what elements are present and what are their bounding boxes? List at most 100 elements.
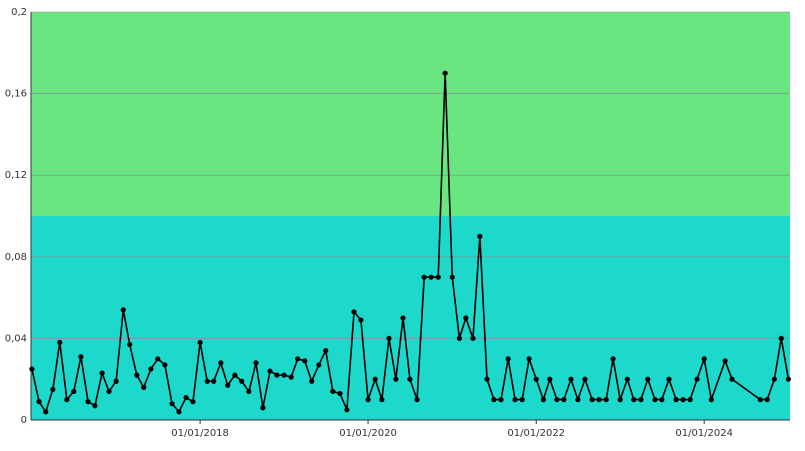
point (477, 233, 483, 239)
point (99, 370, 105, 376)
point (393, 376, 399, 382)
point (155, 356, 161, 362)
point (414, 397, 420, 403)
point (757, 397, 763, 403)
point (673, 397, 679, 403)
x-tick-label: 01/01/2022 (507, 428, 565, 439)
point (211, 378, 217, 384)
point (288, 374, 294, 380)
point (50, 386, 56, 392)
point (344, 407, 350, 413)
point (519, 397, 525, 403)
point (491, 397, 497, 403)
point (141, 384, 147, 390)
point (708, 397, 714, 403)
y-tick-label: 0,16 (5, 89, 27, 100)
point (463, 315, 469, 321)
point (302, 358, 308, 364)
y-tick-label: 0,12 (5, 170, 27, 181)
point (421, 274, 427, 280)
point (281, 372, 287, 378)
band (31, 216, 790, 420)
point (435, 274, 441, 280)
point (589, 397, 595, 403)
point (71, 388, 77, 395)
point (449, 274, 455, 280)
point (330, 388, 336, 395)
point (162, 362, 168, 368)
point (694, 376, 700, 382)
point (379, 397, 385, 403)
point (232, 372, 238, 378)
point (610, 356, 616, 362)
point (701, 356, 707, 362)
point (407, 376, 413, 382)
point (323, 348, 329, 354)
point (169, 401, 175, 407)
point (176, 409, 182, 415)
y-tick-label: 0,08 (5, 252, 27, 263)
band (31, 12, 790, 216)
point (456, 335, 462, 341)
point (561, 397, 567, 403)
point (687, 397, 693, 403)
point (428, 274, 434, 280)
point (218, 360, 224, 366)
point (260, 405, 266, 411)
point (778, 335, 784, 341)
point (197, 339, 203, 346)
point (183, 394, 189, 401)
point (484, 376, 490, 382)
point (148, 366, 154, 372)
point (78, 354, 84, 360)
point (204, 378, 210, 384)
point (246, 388, 252, 395)
point (29, 366, 35, 372)
point (365, 397, 371, 403)
point (722, 358, 728, 364)
point (106, 388, 112, 395)
point (470, 335, 476, 341)
point (645, 376, 651, 382)
point (680, 397, 686, 403)
point (64, 397, 70, 403)
point (729, 376, 735, 382)
x-tick-label: 01/01/2018 (171, 428, 229, 439)
point (512, 397, 518, 403)
point (309, 378, 315, 384)
point (596, 397, 602, 403)
y-tick-label: 0,2 (11, 7, 27, 18)
point (764, 397, 770, 403)
point (92, 403, 98, 409)
point (113, 378, 119, 384)
point (337, 390, 343, 397)
point (274, 372, 280, 378)
point (568, 376, 574, 382)
point (771, 376, 777, 382)
point (547, 376, 553, 382)
point (316, 362, 322, 368)
point (533, 376, 539, 382)
point (652, 397, 658, 403)
x-tick-label: 01/01/2020 (339, 428, 397, 439)
point (505, 356, 511, 362)
point (267, 368, 273, 374)
point (85, 399, 91, 405)
point (239, 378, 245, 384)
point (554, 397, 560, 403)
point (631, 397, 637, 403)
point (540, 397, 546, 403)
point (785, 376, 791, 382)
point (526, 356, 532, 362)
y-tick-label: 0,04 (5, 333, 27, 344)
point (127, 341, 133, 348)
point (57, 339, 63, 346)
point (358, 317, 364, 323)
point (190, 399, 196, 405)
point (253, 360, 259, 366)
point (120, 307, 126, 313)
point (498, 397, 504, 403)
point (603, 397, 609, 403)
point (400, 315, 406, 321)
